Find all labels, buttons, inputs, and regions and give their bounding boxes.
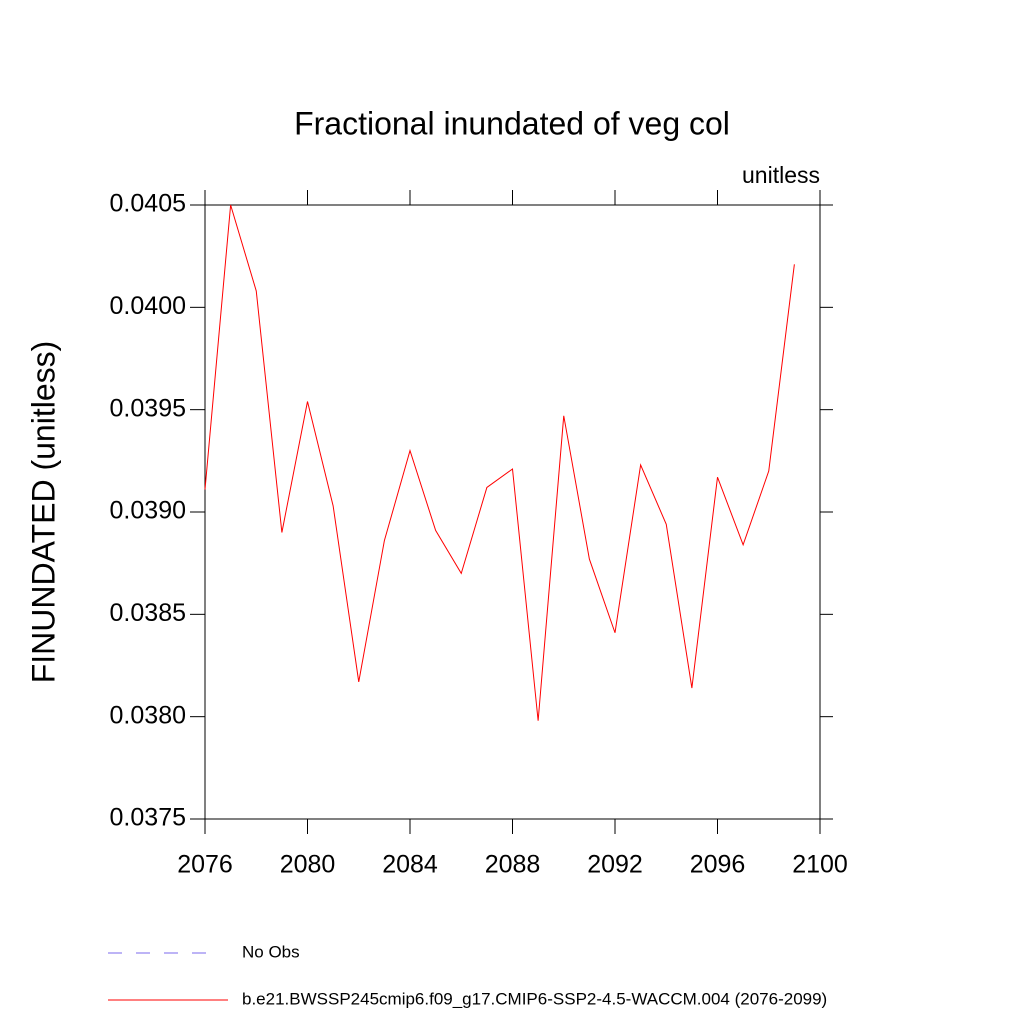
y-tick-label: 0.0380 — [110, 701, 186, 729]
y-tick-label: 0.0375 — [110, 804, 186, 832]
chart-title: Fractional inundated of veg col — [294, 105, 730, 141]
x-tick-label: 2080 — [280, 851, 336, 879]
x-tick-label: 2084 — [382, 851, 438, 879]
x-tick-label: 2092 — [587, 851, 643, 879]
y-tick-label: 0.0400 — [110, 292, 186, 320]
plot-frame — [204, 204, 821, 820]
data-line — [204, 204, 795, 721]
x-tick-label: 2076 — [177, 851, 233, 879]
x-tick-label: 2100 — [792, 851, 848, 879]
legend-label: b.e21.BWSSP245cmip6.f09_g17.CMIP6-SSP2-4… — [242, 989, 827, 1008]
y-tick-label: 0.0405 — [110, 190, 186, 218]
x-tick-label: 2088 — [485, 851, 541, 879]
legend-label: No Obs — [242, 942, 300, 961]
y-axis-label: FINUNDATED (unitless) — [25, 341, 61, 684]
y-tick-label: 0.0390 — [110, 497, 186, 525]
x-tick-label: 2096 — [690, 851, 746, 879]
y-tick-label: 0.0385 — [110, 599, 186, 627]
chart-subtitle: unitless — [742, 162, 820, 188]
y-tick-label: 0.0395 — [110, 394, 186, 422]
